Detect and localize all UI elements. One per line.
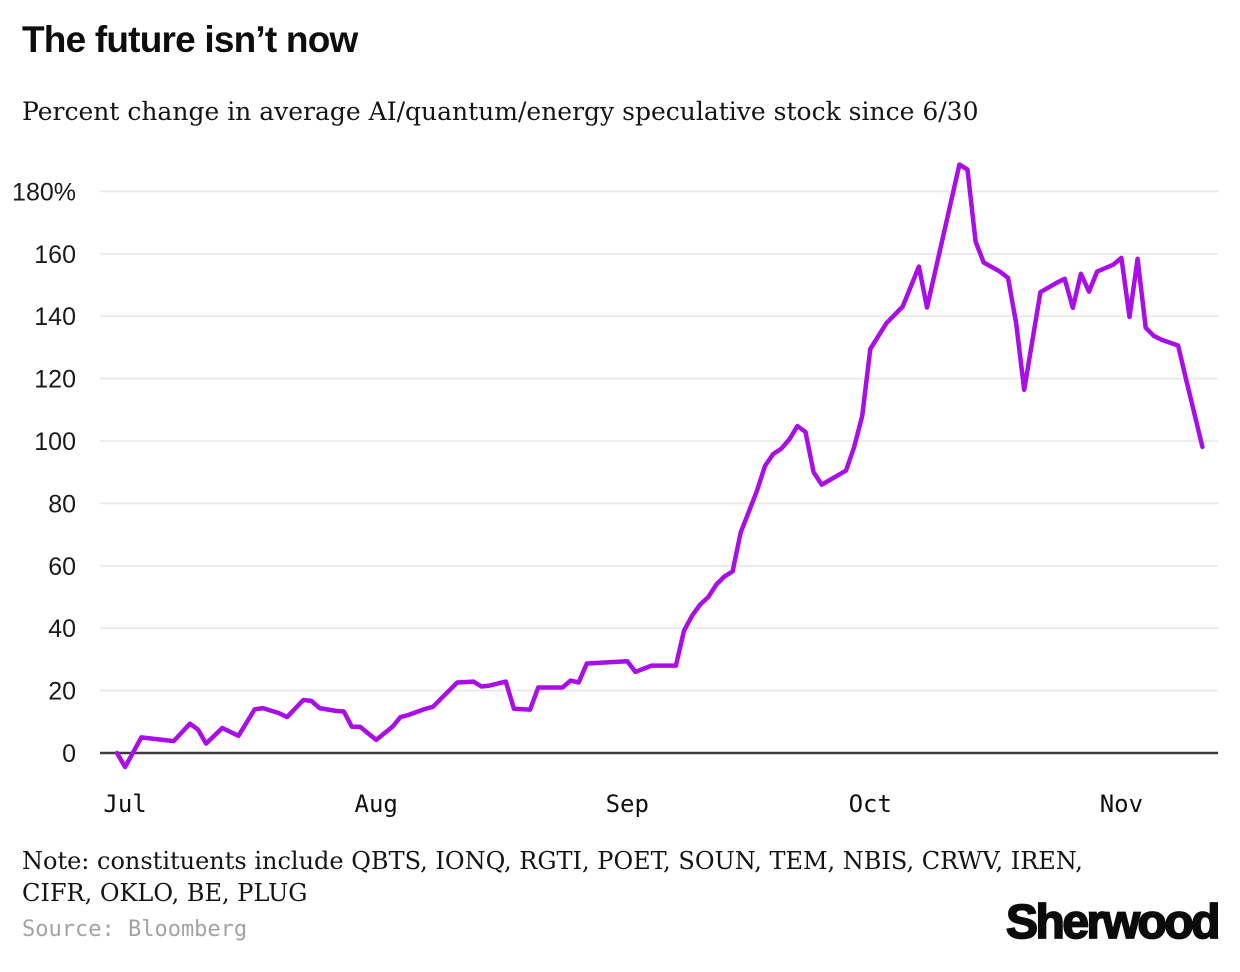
footnote-line-2: CIFR, OKLO, BE, PLUG (22, 879, 308, 907)
chart-subtitle: Percent change in average AI/quantum/ene… (22, 97, 979, 126)
x-tick-label: Aug (355, 790, 398, 818)
chart-title: The future isn’t now (22, 19, 358, 60)
source-credit: Source: Bloomberg (22, 917, 248, 942)
y-tick-label: 160 (34, 241, 76, 269)
x-tick-label: Oct (849, 790, 892, 818)
sherwood-logo: Sherwood (1005, 896, 1221, 949)
footnote-line-1: Note: constituents include QBTS, IONQ, R… (22, 847, 1083, 875)
y-tick-label: 80 (48, 490, 76, 518)
y-tick-label: 40 (48, 615, 76, 643)
y-tick-label: 0 (62, 740, 76, 768)
y-tick-label: 20 (48, 678, 76, 706)
y-tick-label: 140 (34, 303, 76, 331)
x-tick-label: Nov (1100, 790, 1143, 818)
y-tick-label: 180% (12, 178, 76, 206)
y-tick-label: 120 (34, 366, 76, 394)
series-line (114, 162, 1205, 770)
y-tick-label: 60 (48, 553, 76, 581)
y-tick-label: 100 (34, 428, 76, 456)
x-tick-label: Sep (606, 790, 649, 818)
x-tick-label: Jul (103, 790, 146, 818)
footnote: Note: constituents include QBTS, IONQ, R… (22, 845, 1083, 909)
